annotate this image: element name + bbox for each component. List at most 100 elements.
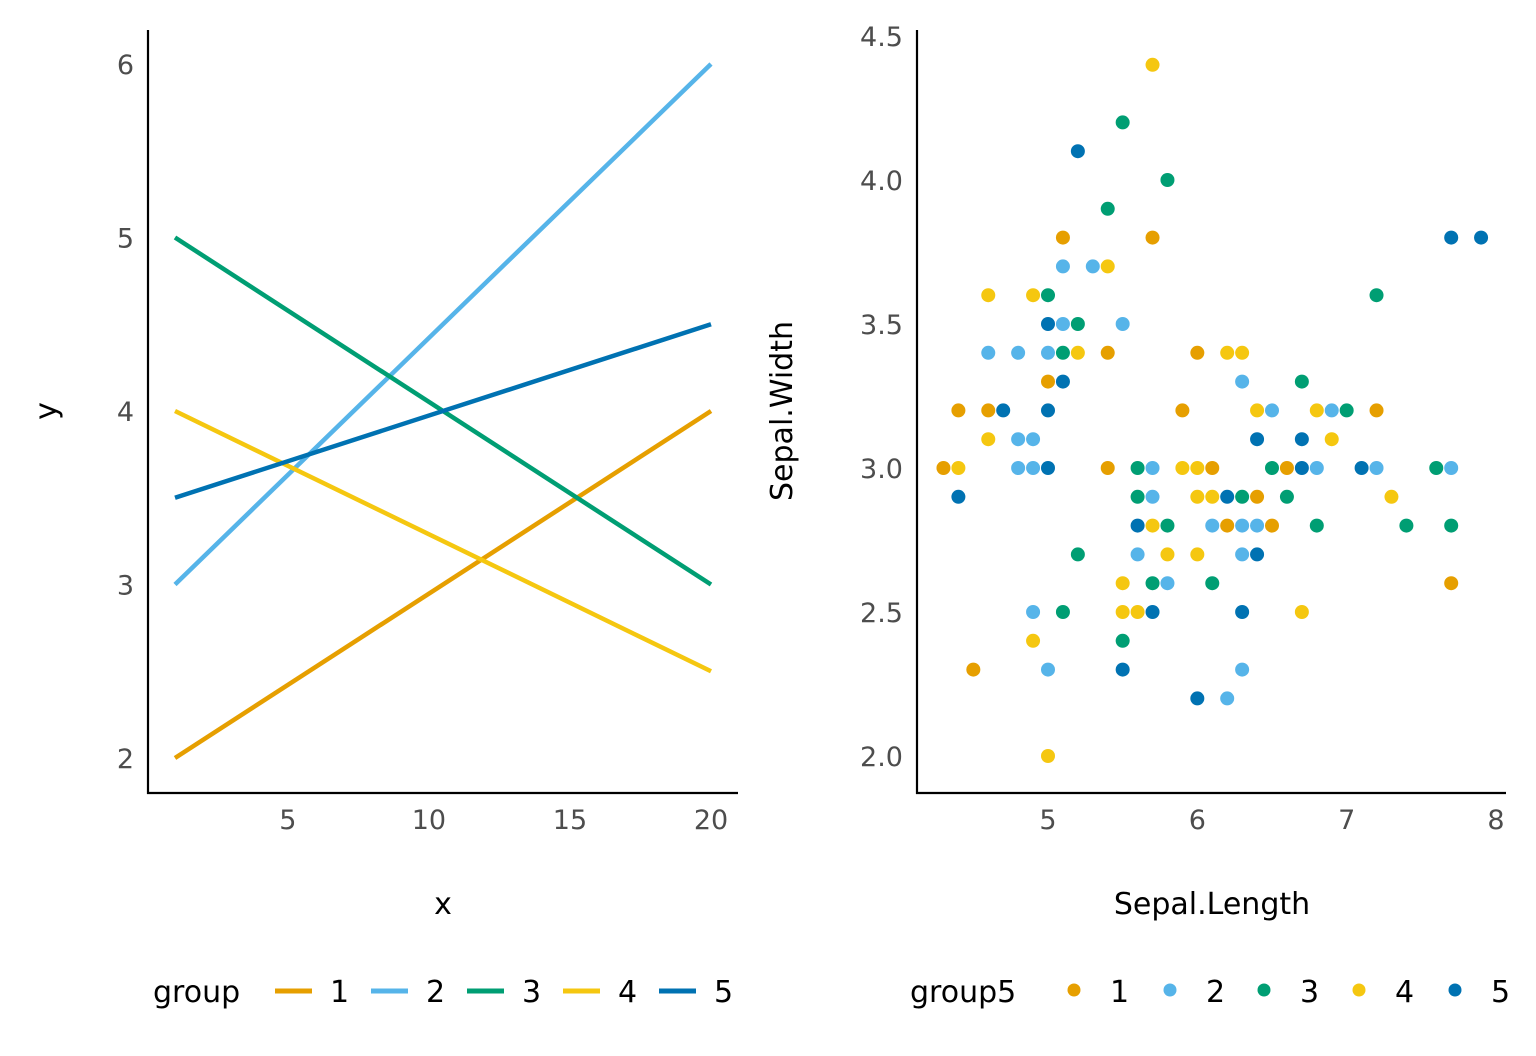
scatter-point-group-4 <box>981 288 996 303</box>
scatter-point-group-1 <box>1055 230 1070 245</box>
scatter-point-group-1 <box>1279 461 1294 475</box>
scatter-point-group-1 <box>1220 518 1235 533</box>
scatter-point-group-1 <box>1175 403 1190 418</box>
scatter-point-group-2 <box>1055 259 1070 274</box>
scatter-point-group-1 <box>1369 403 1384 418</box>
y-tick-label: 5 <box>117 224 134 255</box>
series-line-group-4 <box>174 408 712 674</box>
scatter-point-group-1 <box>1100 345 1115 360</box>
scatter-point-group-4 <box>1250 403 1265 418</box>
x-axis-title: Sepal.Length <box>1114 887 1310 922</box>
scatter-point-group-5 <box>951 489 966 504</box>
scatter-point-group-5 <box>1130 518 1145 533</box>
legend-key-point-4 <box>1352 983 1366 997</box>
scatter-point-group-3 <box>1041 288 1055 303</box>
scatter-point-group-2 <box>1444 461 1459 475</box>
scatter-point-group-4 <box>1220 345 1235 360</box>
legend-label-2: 2 <box>1206 975 1225 1010</box>
scatter-point-group-2 <box>1085 259 1100 274</box>
scatter-point-group-5 <box>1474 230 1489 245</box>
x-axis-title: x <box>434 887 452 922</box>
scatter-point-group-3 <box>1369 288 1384 303</box>
scatter-point-group-2 <box>1011 432 1026 447</box>
x-tick-label: 20 <box>694 805 728 836</box>
scatter-point-group-3 <box>1279 489 1294 504</box>
scatter-point-group-1 <box>981 403 996 418</box>
scatter-point-group-5 <box>1220 489 1235 504</box>
scatter-point-group-1 <box>1190 345 1205 360</box>
x-tick-labels: 5 6 7 8 <box>1039 805 1504 836</box>
legend-label-5: 5 <box>1491 975 1510 1010</box>
scatter-point-group-4 <box>1115 576 1130 591</box>
y-tick-label: 4.0 <box>860 166 903 197</box>
scatter-point-group-4 <box>1070 345 1085 360</box>
scatter-point-group-2 <box>1145 461 1160 475</box>
scatter-point-group-2 <box>1011 461 1026 475</box>
scatter-point-group-2 <box>1055 317 1070 331</box>
legend-title: group <box>153 975 240 1010</box>
scatter-point-group-5 <box>1115 662 1130 677</box>
scatter-point-group-3 <box>1444 518 1459 533</box>
scatter-point-group-2 <box>1324 403 1339 418</box>
x-tick-label: 5 <box>1039 805 1056 836</box>
scatter-point-group-1 <box>951 403 966 418</box>
scatter-point-group-2 <box>1041 662 1055 677</box>
x-tick-label: 15 <box>553 805 587 836</box>
scatter-point-group-3 <box>1115 633 1130 648</box>
line-chart-panel: 2 3 4 5 6 5 10 15 20 x y group 1 2 3 4 5 <box>29 30 738 1010</box>
scatter-point-group-4 <box>1235 345 1250 360</box>
scatter-point-group-4 <box>1100 259 1115 274</box>
x-tick-label: 8 <box>1487 805 1504 836</box>
x-tick-labels: 5 10 15 20 <box>279 805 728 836</box>
scatter-point-group-2 <box>1220 691 1235 706</box>
scatter-point-group-3 <box>1399 518 1414 533</box>
scatter-point-group-1 <box>1145 230 1160 245</box>
scatter-point-group-4 <box>951 461 966 475</box>
scatter-point-group-2 <box>1145 489 1160 504</box>
scatter-point-group-5 <box>1235 605 1250 619</box>
scatter-point-group-3 <box>1130 461 1145 475</box>
scatter-point-group-5 <box>996 403 1011 418</box>
scatter-point-group-1 <box>1100 461 1115 475</box>
scatter-point-group-5 <box>1294 461 1309 475</box>
legend-title: group5 <box>910 975 1016 1010</box>
scatter-point-group-3 <box>1130 489 1145 504</box>
scatter-point-group-5 <box>1041 317 1055 331</box>
scatter-point-group-4 <box>1384 489 1399 504</box>
scatter-point-group-1 <box>966 662 981 677</box>
scatter-point-group-4 <box>1145 518 1160 533</box>
scatter-point-group-2 <box>1250 518 1265 533</box>
series-line-group-2 <box>173 62 713 587</box>
scatter-point-group-4 <box>1294 605 1309 619</box>
legend-label-3: 3 <box>522 975 541 1010</box>
scatter-point-group-5 <box>1070 144 1085 159</box>
scatter-point-group-5 <box>1444 230 1459 245</box>
scatter-point-group-2 <box>1205 518 1220 533</box>
scatter-point-group-3 <box>1100 201 1115 216</box>
scatter-point-group-5 <box>1294 432 1309 447</box>
scatter-point-group-3 <box>1429 461 1444 475</box>
series-line-group-1 <box>173 409 713 760</box>
scatter-chart-panel: 2.0 2.5 3.0 3.5 4.0 4.5 5 6 7 8 Sepal.Length Sep… <box>765 22 1510 1010</box>
scatter-point-group-3 <box>1145 576 1160 591</box>
legend-label-1: 1 <box>1110 975 1129 1010</box>
x-tick-label: 5 <box>279 805 296 836</box>
legend-key-point-2 <box>1163 983 1177 997</box>
scatter-point-group-3 <box>1115 115 1130 130</box>
scatter-point-group-5 <box>1250 547 1265 562</box>
y-axis-title: Sepal.Width <box>765 321 800 501</box>
scatter-point-group-4 <box>1026 288 1041 303</box>
scatter-point-group-1 <box>1265 518 1279 533</box>
scatter-point-group-2 <box>1309 461 1324 475</box>
scatter-point-group-4 <box>1190 547 1205 562</box>
scatter-point-group-2 <box>1369 461 1384 475</box>
scatter-point-group-3 <box>1160 518 1175 533</box>
scatter-point-group-3 <box>1205 576 1220 591</box>
scatter-point-group-4 <box>1145 57 1160 72</box>
legend-label-3: 3 <box>1300 975 1319 1010</box>
legend-key-point-5 <box>1448 983 1462 997</box>
scatter-point-group-2 <box>1235 547 1250 562</box>
scatter-point-group-2 <box>1026 432 1041 447</box>
series-line-group-5 <box>174 322 712 500</box>
scatter-point-group-5 <box>1041 461 1055 475</box>
